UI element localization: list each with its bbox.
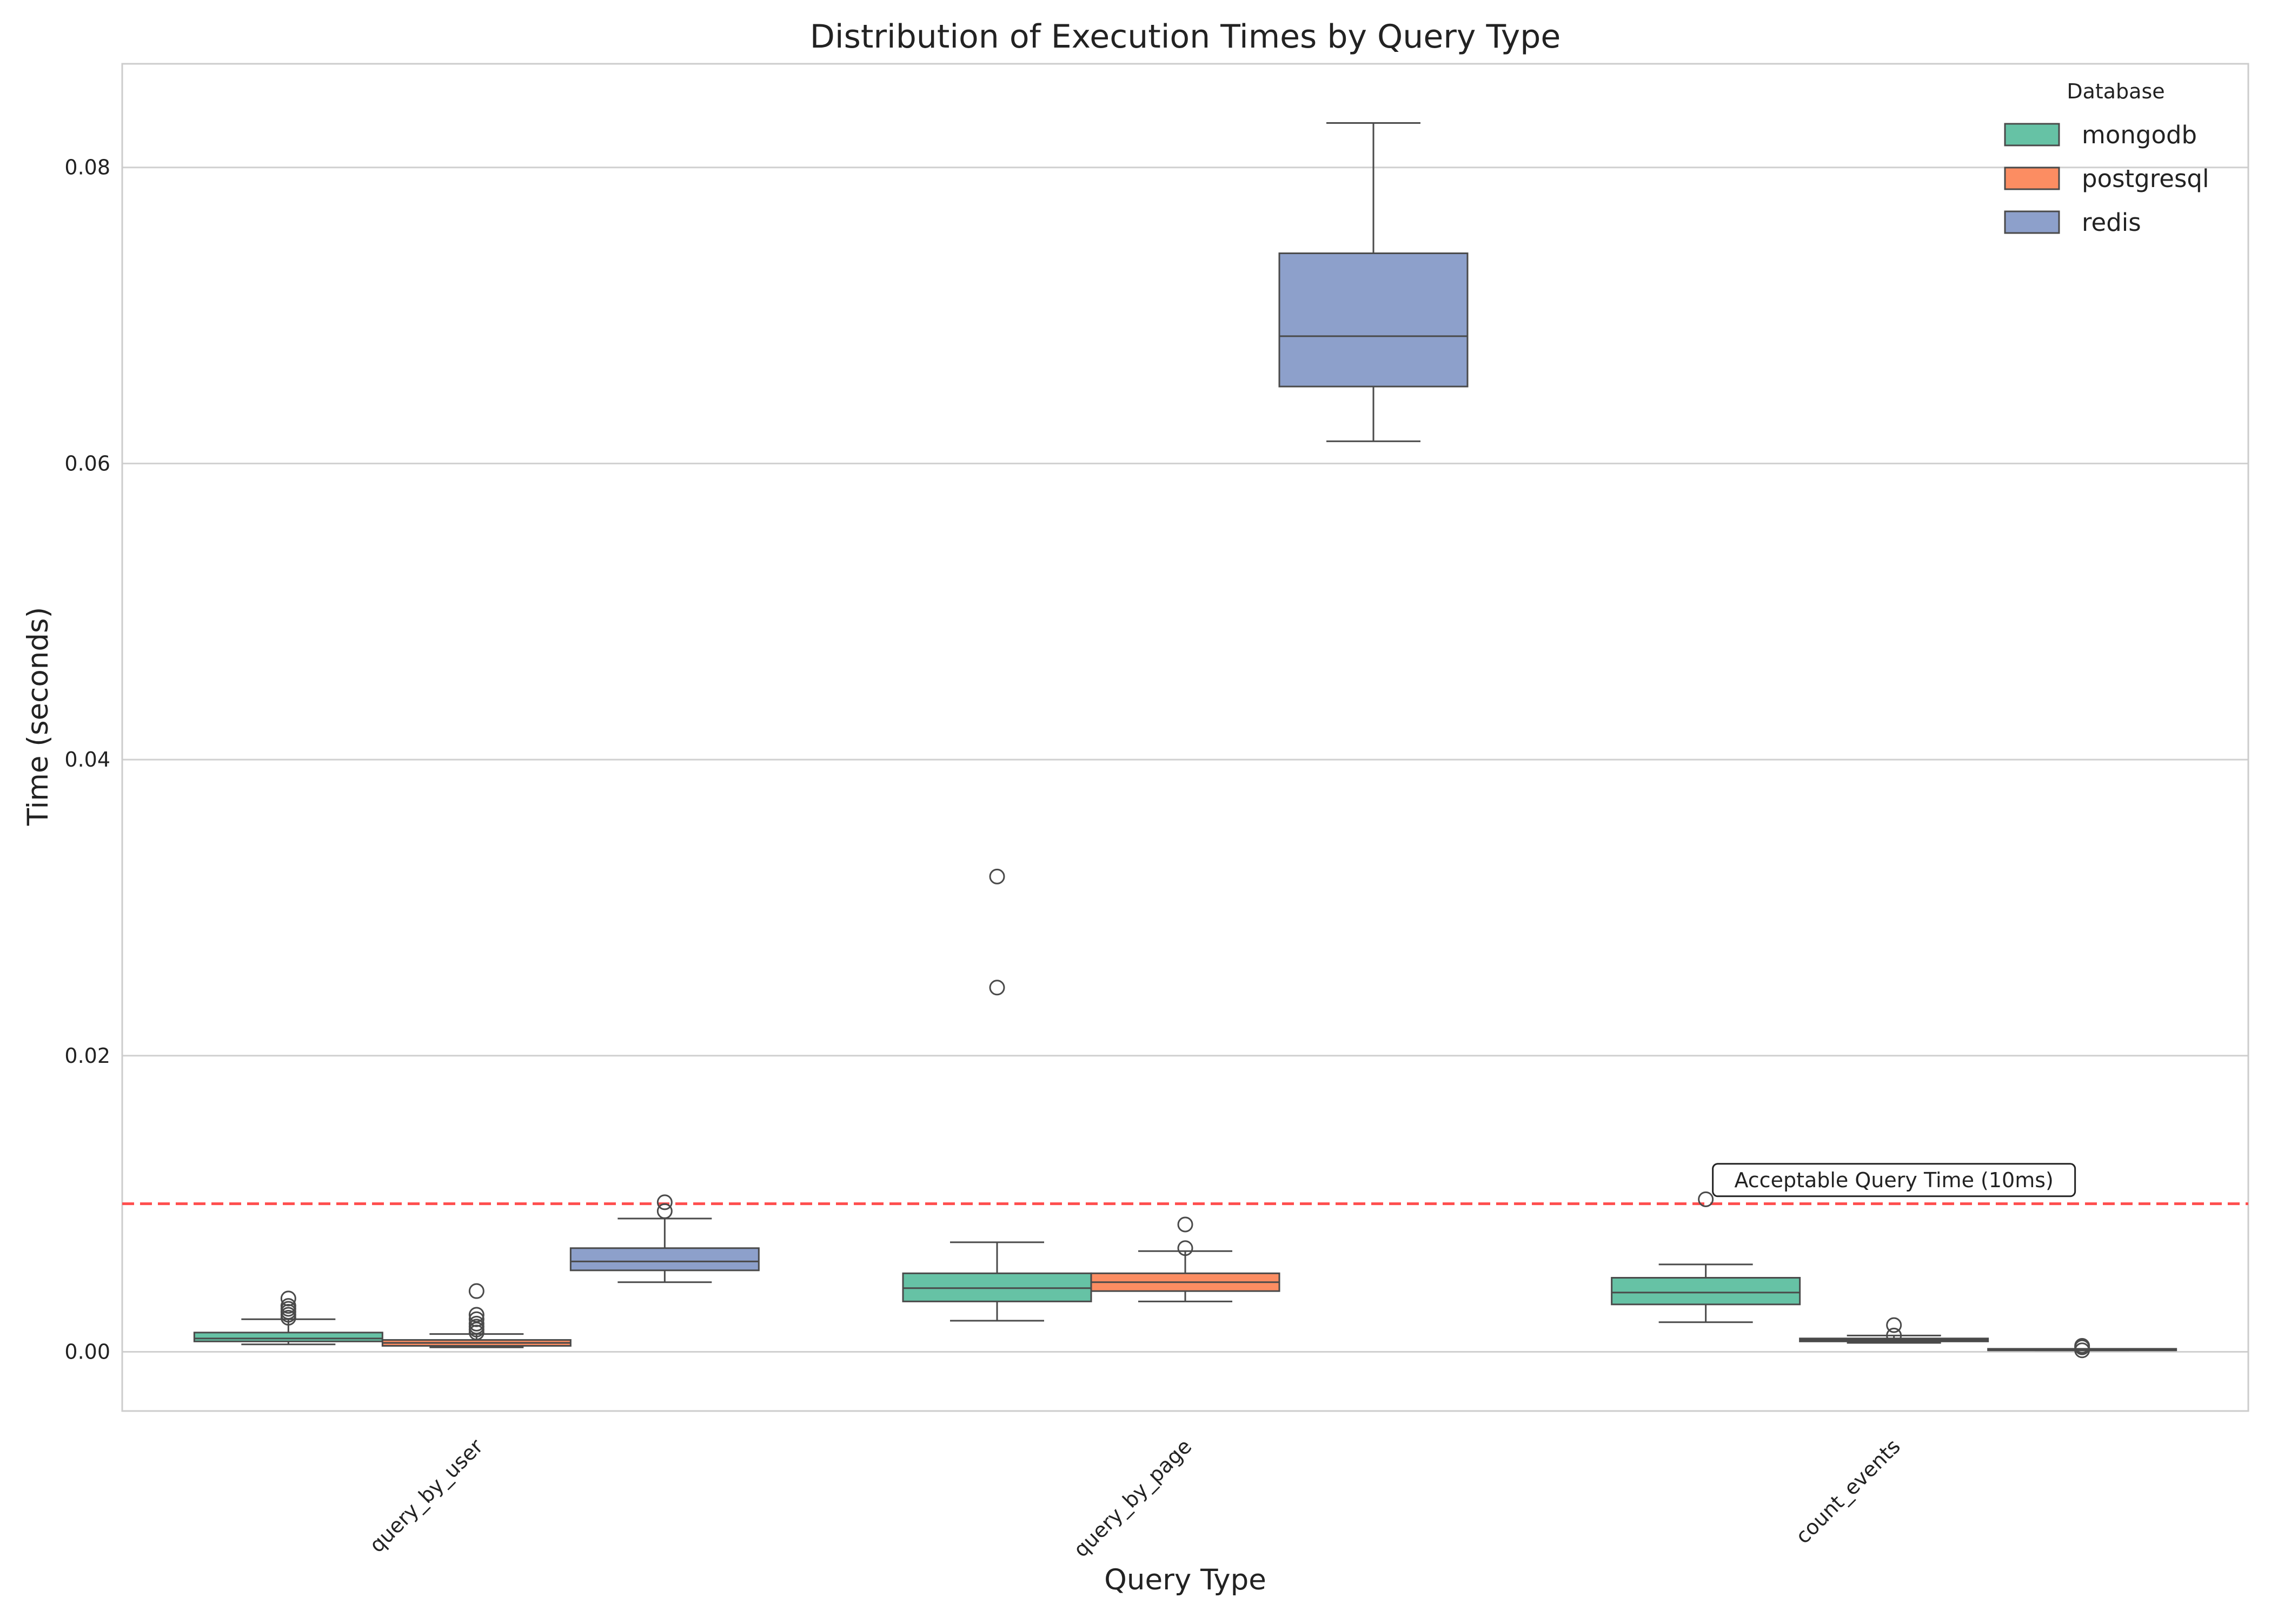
annotation-box [1712,1163,2076,1197]
box-mongodb-count_events [1611,1191,1801,1323]
box-mongodb-query_by_page [902,868,1092,1322]
box-postgresql-query_by_user [381,1283,572,1348]
box-redis-count_events [1987,1338,2177,1359]
y-tick-label: 0.02 [64,1044,110,1068]
legend-swatch-mongodb [2004,123,2060,147]
y-tick-label: 0.04 [64,748,110,771]
outlier-point [989,980,1005,996]
y-tick-label: 0.00 [64,1340,110,1363]
outlier-point [989,868,1005,884]
outlier-point [468,1283,484,1299]
legend: Database mongodb postgresql redis [2004,79,2209,237]
outlier-point [656,1194,673,1210]
annotation-text: Acceptable Query Time (10ms) [1734,1168,2053,1192]
outlier-point [468,1315,484,1332]
iqr-box [193,1332,383,1342]
iqr-box [1611,1277,1801,1306]
outlier-point [280,1290,296,1307]
box-mongodb-query_by_user [193,1290,383,1346]
legend-label-mongodb: mongodb [2082,121,2197,149]
y-axis-ticks: 0.00 0.02 0.04 0.06 0.08 [64,156,110,1364]
chart-title: Distribution of Execution Times by Query… [810,18,1561,56]
y-axis-label: Time (seconds) [22,607,55,827]
outlier-point [656,1203,673,1219]
legend-label-postgresql: postgresql [2082,164,2209,193]
box-postgresql-count_events [1799,1317,1989,1344]
iqr-box [569,1247,760,1272]
outlier-point [1177,1216,1193,1233]
legend-label-redis: redis [2082,208,2141,237]
legend-swatch-postgresql [2004,167,2060,190]
plot-frame [121,63,2249,1412]
outlier-point [1177,1240,1193,1256]
outlier-point [1886,1317,1902,1333]
gridlines [122,167,2248,1353]
outlier-point [1886,1327,1902,1343]
box-postgresql-query_by_page [1090,1216,1280,1302]
outlier-point [468,1307,484,1323]
iqr-box [1278,252,1469,388]
outlier-point [280,1298,296,1314]
outlier-point [1698,1191,1714,1207]
box-redis-query_by_page [1278,122,1469,442]
boxes-layer [193,122,2177,1359]
outlier-point [468,1311,484,1327]
annotation-layer: Acceptable Query Time (10ms) [1712,1163,2076,1197]
y-tick-label: 0.08 [64,156,110,179]
box-redis-query_by_user [569,1194,760,1283]
legend-swatch-redis [2004,210,2060,234]
y-tick-label: 0.06 [64,451,110,475]
outlier-point [2074,1338,2090,1354]
legend-title: Database [2067,79,2164,103]
x-axis-label: Query Type [1104,1563,1266,1596]
